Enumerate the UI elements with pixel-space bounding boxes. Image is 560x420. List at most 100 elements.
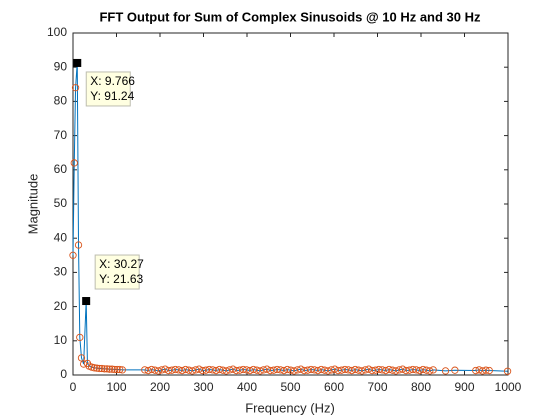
data-point xyxy=(232,366,241,375)
data-point xyxy=(181,365,190,374)
data-point xyxy=(307,365,315,374)
data-point xyxy=(327,366,336,374)
data-point xyxy=(171,365,179,374)
data-point xyxy=(293,366,302,374)
data-point xyxy=(266,366,274,375)
data-point xyxy=(164,366,173,375)
data-point xyxy=(283,365,291,374)
datatip-box xyxy=(94,254,140,290)
data-point xyxy=(485,366,493,375)
data-point xyxy=(341,365,349,374)
data-point xyxy=(113,365,121,374)
y-tick-label: 30 xyxy=(54,265,68,279)
y-tick-label: 10 xyxy=(54,333,68,347)
data-point xyxy=(188,367,196,375)
data-point xyxy=(365,365,373,373)
x-tick-label: 300 xyxy=(193,380,213,394)
data-point xyxy=(74,241,83,249)
data-point xyxy=(249,365,258,374)
x-tick-label: 500 xyxy=(280,380,300,394)
data-point xyxy=(205,365,213,374)
data-point xyxy=(76,333,84,342)
data-point xyxy=(451,366,459,374)
data-point xyxy=(256,367,264,375)
y-tick-label: 40 xyxy=(54,230,68,244)
data-point xyxy=(93,364,101,372)
data-point xyxy=(317,365,325,374)
data-point xyxy=(300,366,308,375)
y-tick-label: 20 xyxy=(54,299,68,313)
data-point xyxy=(161,365,169,373)
chart-title: FFT Output for Sum of Complex Sinusoids … xyxy=(99,9,481,24)
x-tick-label: 200 xyxy=(150,380,170,394)
data-point xyxy=(392,367,400,375)
data-point xyxy=(263,365,271,373)
datatip-x: X: 9.766 xyxy=(90,74,135,88)
data-point xyxy=(482,366,490,374)
data-point xyxy=(90,364,98,372)
data-point xyxy=(110,365,119,374)
data-point xyxy=(429,366,437,374)
data-point xyxy=(71,84,80,92)
data-point xyxy=(69,251,77,259)
data-point xyxy=(108,365,116,373)
data-point xyxy=(426,367,434,375)
data-point xyxy=(398,365,407,373)
data-point xyxy=(385,365,393,374)
data-point xyxy=(116,365,124,374)
y-axis-label: Magnitude xyxy=(25,174,40,235)
x-tick-label: 800 xyxy=(411,380,431,394)
data-point xyxy=(100,365,109,373)
y-tick-label: 60 xyxy=(54,162,68,176)
x-tick-label: 700 xyxy=(367,380,387,394)
datatip-marker xyxy=(73,58,82,67)
data-point xyxy=(158,366,166,374)
data-point xyxy=(147,365,156,374)
data-point xyxy=(419,365,427,374)
x-tick-label: 400 xyxy=(237,380,257,394)
datatip-marker xyxy=(82,297,91,306)
data-point xyxy=(70,159,78,167)
data-point xyxy=(361,366,369,374)
data-point xyxy=(229,365,237,373)
y-tick-label: 100 xyxy=(47,25,67,39)
data-point xyxy=(409,365,417,374)
data-point xyxy=(103,365,111,373)
data-point xyxy=(331,365,339,373)
data-point xyxy=(215,365,224,374)
data-point xyxy=(375,365,383,374)
data-point xyxy=(192,366,200,374)
x-tick-label: 100 xyxy=(106,380,126,394)
y-tick-label: 0 xyxy=(60,367,67,381)
data-point xyxy=(118,366,126,374)
data-point xyxy=(368,366,376,375)
series-line xyxy=(72,62,508,372)
y-tick-label: 50 xyxy=(54,196,68,210)
datatip-x: X: 30.27 xyxy=(99,257,144,271)
data-point xyxy=(441,367,450,375)
data-point xyxy=(402,366,410,375)
y-tick-label: 80 xyxy=(54,94,68,108)
x-axis-label: Frequency (Hz) xyxy=(245,400,335,415)
y-tick-label: 90 xyxy=(54,59,68,73)
data-point xyxy=(225,366,234,374)
data-point xyxy=(290,367,298,375)
datatip-y: Y: 21.63 xyxy=(99,272,143,286)
data-point xyxy=(105,365,114,373)
data-point xyxy=(395,366,403,374)
x-tick-label: 0 xyxy=(70,380,77,394)
data-point xyxy=(259,366,268,374)
datatip-box xyxy=(85,71,131,107)
data-point xyxy=(273,365,281,374)
x-tick-label: 600 xyxy=(324,380,344,394)
data-point xyxy=(334,366,342,375)
y-tick-label: 70 xyxy=(54,128,68,142)
data-point xyxy=(239,365,247,374)
data-point xyxy=(503,367,512,375)
data-point xyxy=(297,365,305,373)
data-point xyxy=(358,367,366,375)
data-point xyxy=(95,364,103,373)
